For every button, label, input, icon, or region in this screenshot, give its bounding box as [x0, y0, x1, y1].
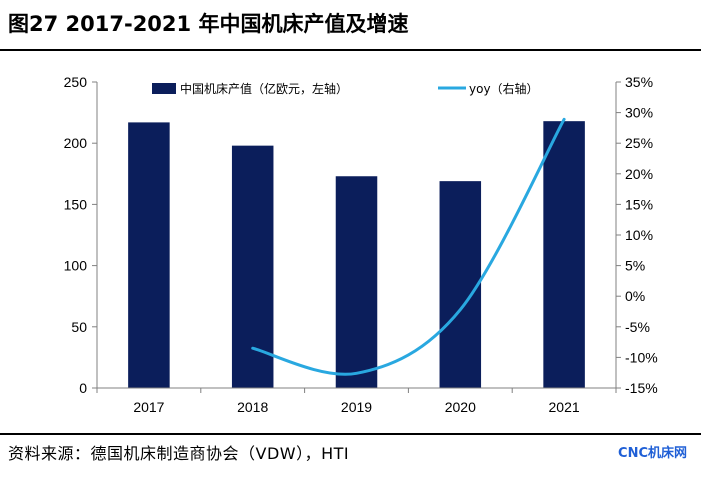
right-tick-label: 10%: [625, 227, 653, 243]
yoy-line: [251, 117, 566, 376]
bar: [335, 176, 378, 388]
right-tick-label: 5%: [625, 258, 645, 274]
right-tick-label: -10%: [625, 349, 658, 365]
legend: 中国机床产值（亿欧元，左轴） yoy（右轴）: [152, 81, 539, 96]
legend-line-label: yoy（右轴）: [469, 81, 539, 96]
yoy-series: [251, 117, 566, 376]
axes: [96, 82, 617, 389]
right-tick-label: 25%: [625, 135, 653, 151]
right-tick-label: 0%: [625, 288, 645, 304]
bar: [439, 181, 482, 388]
right-tick-label: 20%: [625, 166, 653, 182]
legend-bar-swatch: [152, 83, 176, 94]
bar: [543, 121, 585, 388]
source-note: 资料来源：德国机床制造商协会（VDW），HTI: [8, 444, 350, 463]
left-tick-label: 0: [79, 380, 87, 396]
right-tick-label: 15%: [625, 196, 653, 212]
right-tick-label: -15%: [625, 380, 658, 396]
legend-bar-label: 中国机床产值（亿欧元，左轴）: [180, 81, 348, 96]
x-tick-label: 2019: [341, 399, 372, 415]
right-tick-label: 35%: [625, 74, 653, 90]
left-tick-label: 100: [64, 258, 88, 274]
right-tick-label: -5%: [625, 319, 650, 335]
x-axis: 2017 2018 2019 2020 2021: [96, 388, 617, 415]
watermark: CNC机床网: [618, 446, 687, 461]
chart-title: 图27 2017-2021 年中国机床产值及增速: [8, 12, 409, 36]
left-axis: 0 50 100 150 200 250: [64, 74, 97, 396]
x-tick-label: 2021: [549, 399, 580, 415]
left-tick-label: 150: [64, 196, 88, 212]
title-divider: [0, 49, 701, 51]
bar: [128, 122, 170, 388]
right-tick-label: 30%: [625, 105, 653, 121]
footer-divider: [0, 433, 701, 435]
bar-series: [128, 121, 585, 388]
left-tick-label: 50: [71, 319, 87, 335]
right-axis: -15% -10% -5% 0% 5% 10% 15% 20% 25% 30% 35%: [616, 74, 658, 396]
x-tick-label: 2018: [237, 399, 268, 415]
x-tick-label: 2017: [133, 399, 164, 415]
x-tick-label: 2020: [445, 399, 476, 415]
left-tick-label: 250: [64, 74, 88, 90]
chart-canvas: 0 50 100 150 200 250 -15% -10% -5% 0% 5% 10% 15% 20%…: [64, 74, 658, 415]
left-tick-label: 200: [64, 135, 88, 151]
